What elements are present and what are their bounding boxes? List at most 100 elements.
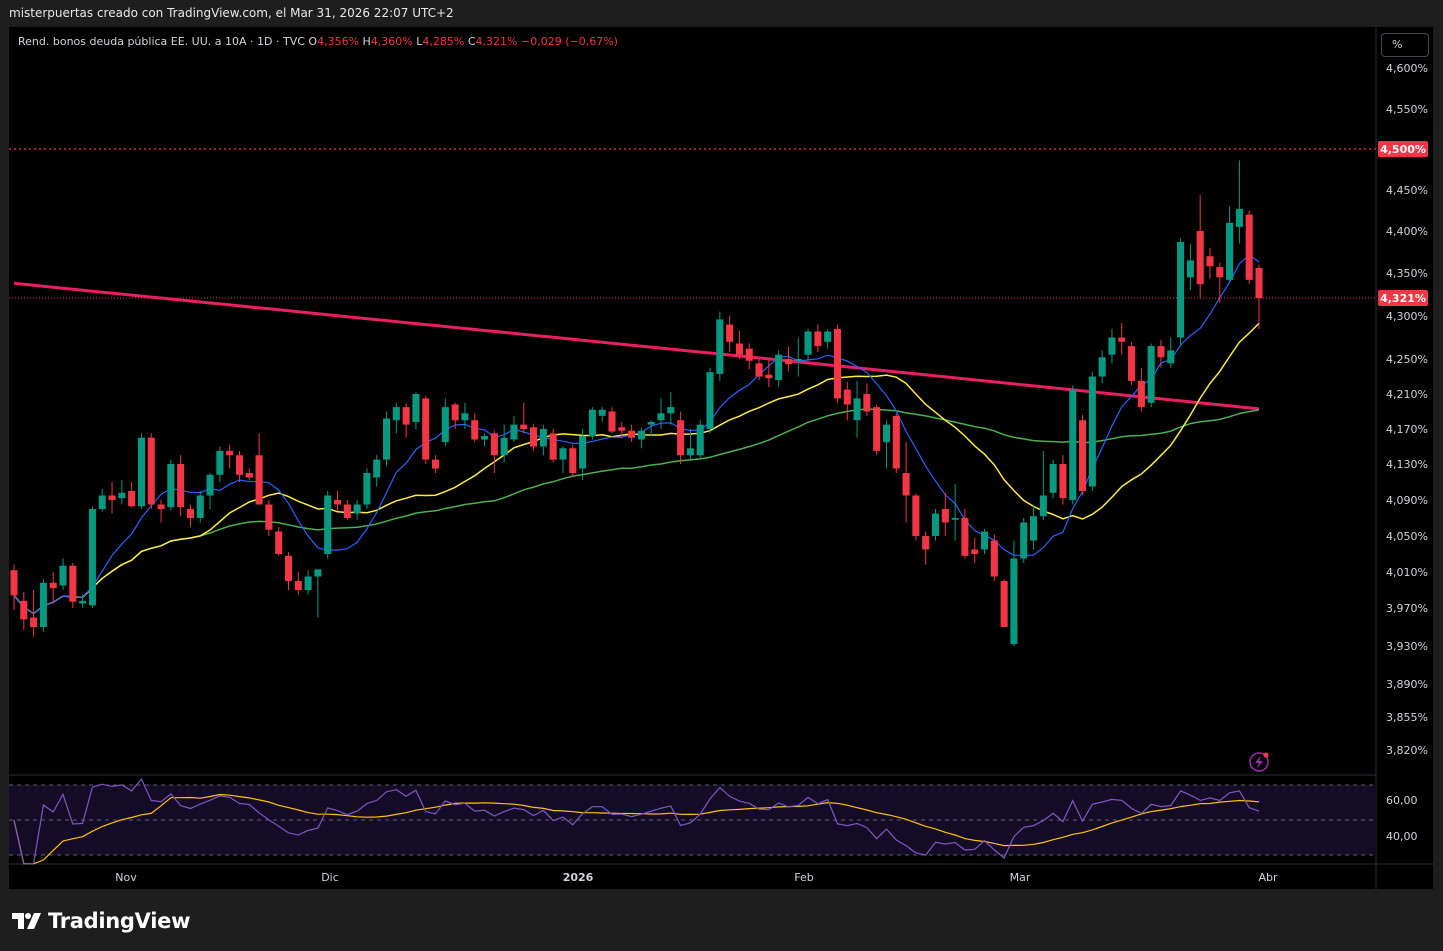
tradingview-logo[interactable]: TradingView xyxy=(12,909,190,933)
candle xyxy=(716,311,724,381)
candle xyxy=(1108,328,1116,364)
candle xyxy=(382,411,391,466)
candle xyxy=(157,500,165,523)
candle xyxy=(69,563,77,608)
candle xyxy=(1255,264,1263,329)
candle xyxy=(1118,322,1126,355)
candle-body xyxy=(422,398,430,460)
price-tick-label: 4,170% xyxy=(1386,423,1428,436)
candle xyxy=(1000,579,1008,627)
candlestick-series[interactable] xyxy=(10,160,1263,646)
change-value: −0,029 (−0,67%) xyxy=(521,35,618,48)
candle-body xyxy=(294,581,302,590)
candle-body xyxy=(637,430,645,440)
candle-body xyxy=(137,437,145,507)
candle-body xyxy=(647,422,655,425)
percent-scale-button[interactable]: % xyxy=(1381,33,1429,57)
candle xyxy=(549,429,557,463)
candle xyxy=(333,491,342,511)
candle-body xyxy=(941,509,949,523)
candle xyxy=(726,316,734,353)
price-axis-labels: 4,500% 4,321% xyxy=(1378,141,1428,306)
candle xyxy=(843,381,851,421)
candle-body xyxy=(88,509,96,606)
candle-body xyxy=(226,450,234,456)
candle-body xyxy=(1010,558,1018,645)
price-tick-label: 3,890% xyxy=(1386,678,1428,691)
candle-body xyxy=(530,427,538,447)
candle xyxy=(10,564,18,610)
candle-body xyxy=(1059,464,1067,499)
candle-body xyxy=(363,473,371,505)
candle xyxy=(1069,385,1077,505)
time-tick-label: Feb xyxy=(794,871,813,884)
candle-body xyxy=(1226,222,1234,280)
candle xyxy=(461,402,469,429)
candle-body xyxy=(49,582,57,589)
time-tick-label: Dic xyxy=(321,871,339,884)
candle-body xyxy=(922,536,930,550)
candle-body xyxy=(814,331,822,347)
candle xyxy=(765,359,773,387)
candle xyxy=(422,395,430,464)
candle-body xyxy=(1157,346,1165,358)
price-tick-label: 4,250% xyxy=(1386,353,1428,366)
candle-body xyxy=(706,372,714,429)
candle xyxy=(686,429,694,460)
candle-body xyxy=(206,474,214,496)
time-axis[interactable]: Nov Dic 2026 Feb Mar Abr xyxy=(115,871,1278,884)
candle-body xyxy=(579,436,587,469)
candle xyxy=(147,433,155,509)
candle xyxy=(931,509,940,541)
symbol-legend[interactable]: Rend. bonos deuda pública EE. UU. a 10A … xyxy=(18,35,618,48)
candle xyxy=(559,446,567,473)
candle xyxy=(794,337,802,377)
candle xyxy=(1196,194,1204,299)
candle xyxy=(510,415,518,443)
price-axis[interactable]: 4,600% 4,550% 4,450% 4,400% 4,350% 4,300% 4,25… xyxy=(1386,62,1428,757)
candle xyxy=(471,413,479,443)
candle-body xyxy=(1167,350,1175,364)
candle xyxy=(588,407,596,440)
candle-body xyxy=(412,394,420,422)
candle-body xyxy=(1039,495,1047,517)
candle-body xyxy=(1128,346,1136,381)
candle-body xyxy=(735,343,743,355)
candle xyxy=(392,402,400,434)
candle xyxy=(39,579,47,632)
candle xyxy=(951,483,959,541)
candle xyxy=(490,430,498,473)
tradingview-logo-icon xyxy=(12,913,41,929)
time-tick-label: Abr xyxy=(1258,871,1278,884)
ma-fast-line xyxy=(13,254,1260,615)
close-value: 4,321% xyxy=(475,35,518,48)
candle xyxy=(971,537,979,563)
candle xyxy=(657,398,665,429)
level-price-badge xyxy=(1378,141,1428,157)
candle-body xyxy=(1177,241,1185,338)
candle-body xyxy=(490,433,498,456)
lightning-alert-icon[interactable] xyxy=(1249,752,1269,772)
candle-body xyxy=(971,549,979,554)
candle xyxy=(1226,206,1234,282)
candle xyxy=(853,380,861,438)
candle-body xyxy=(69,565,77,602)
candle xyxy=(1235,160,1243,244)
candle-body xyxy=(432,459,440,469)
candle xyxy=(814,324,822,353)
candle xyxy=(745,343,753,370)
candle-body xyxy=(284,555,293,581)
candle xyxy=(1049,459,1057,499)
candle xyxy=(1079,415,1087,496)
candle xyxy=(432,455,440,473)
candle xyxy=(892,413,900,473)
candle-body xyxy=(392,407,400,421)
candle-body xyxy=(598,409,606,416)
rsi-tick-label: 60,00 xyxy=(1386,794,1418,807)
candle-body xyxy=(833,328,841,399)
candle xyxy=(922,531,930,565)
candle-body xyxy=(873,407,881,451)
candle xyxy=(667,392,675,425)
candle xyxy=(775,350,783,387)
